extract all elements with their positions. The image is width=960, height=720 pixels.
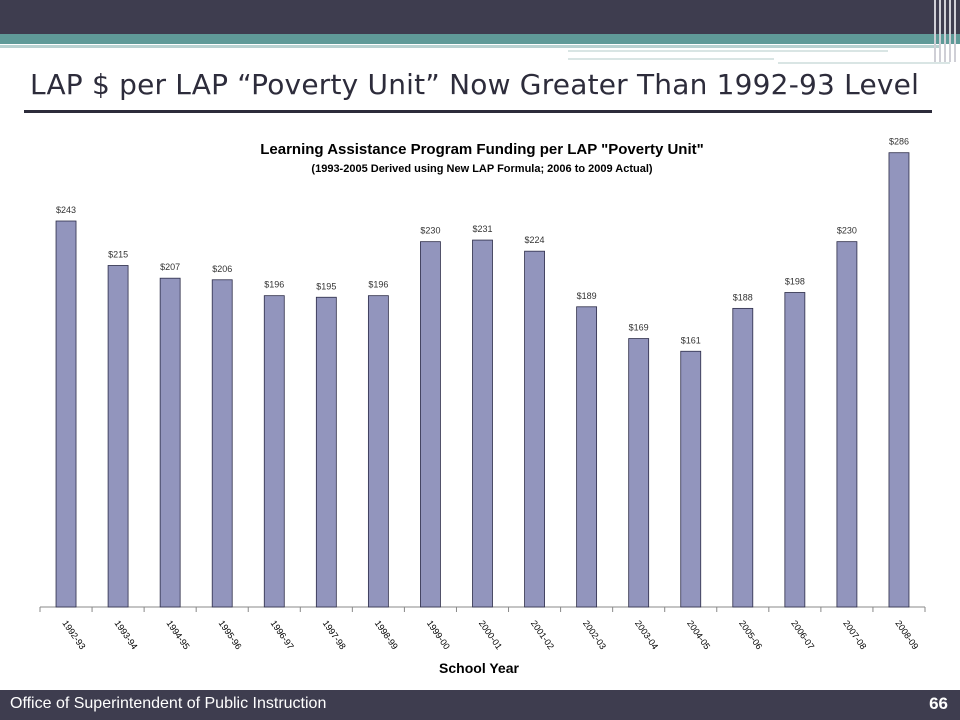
bar-2008-09 [888, 152, 910, 608]
bar-2001-02 [524, 250, 545, 608]
bar-2003-04 [628, 338, 650, 608]
data-label: $230 [420, 226, 440, 236]
bar-1994-95 [159, 277, 181, 608]
footer-text: Office of Superintendent of Public Instr… [10, 695, 327, 712]
data-label: $198 [785, 276, 805, 286]
bar-1997-98 [315, 296, 337, 608]
data-label: $206 [212, 264, 232, 274]
x-tick-label: 2005-06 [737, 618, 764, 651]
chart-title: Learning Assistance Program Funding per … [260, 141, 703, 158]
corner-decoration [932, 0, 960, 62]
accent-line [568, 50, 888, 52]
bar-2004-05 [680, 350, 702, 608]
plot-area: $243 1992-93 $215 1993-94 $207 1994-95 $206 199… [39, 137, 926, 651]
x-tick-label: 1992-93 [60, 618, 87, 651]
bar-1999-00 [420, 241, 441, 608]
x-axis-title: School Year [439, 660, 519, 676]
accent-line [0, 45, 940, 48]
footer-bar: Office of Superintendent of Public Instr… [0, 690, 960, 720]
x-tick-label: 1998-99 [373, 618, 400, 651]
data-label: $224 [525, 235, 545, 245]
x-tick-label: 2004-05 [685, 618, 712, 651]
data-label: $286 [889, 137, 909, 147]
page-number: 66 [929, 694, 948, 713]
data-label: $188 [733, 292, 753, 302]
x-tick-label: 2006-07 [789, 618, 816, 651]
accent-line [778, 62, 950, 64]
x-tick-label: 1993-94 [112, 618, 139, 651]
data-label: $230 [837, 226, 857, 236]
bar-2002-03 [576, 306, 598, 608]
bar-1996-97 [263, 295, 285, 608]
x-tick-label: 1997-98 [321, 618, 348, 651]
accent-band [0, 34, 960, 44]
data-label: $195 [316, 281, 336, 291]
x-tick-label: 1995-96 [217, 618, 244, 651]
x-tick-label: 1999-00 [425, 618, 452, 651]
bar-chart: Learning Assistance Program Funding per … [39, 137, 926, 676]
data-label: $169 [629, 323, 649, 333]
bar-1992-93 [55, 220, 77, 608]
data-label: $207 [160, 262, 180, 272]
x-tick-label: 2001-02 [529, 618, 556, 651]
data-label: $243 [56, 205, 76, 215]
x-tick-label: 1996-97 [269, 618, 296, 651]
bar-2005-06 [732, 307, 754, 608]
bar-2007-08 [836, 241, 858, 608]
bar-2006-07 [784, 292, 806, 608]
bar-2000-01 [472, 239, 493, 608]
data-label: $196 [368, 280, 388, 290]
bar-1995-96 [211, 279, 233, 608]
bar-1998-99 [367, 295, 389, 608]
data-label: $231 [472, 224, 492, 234]
title-underline [24, 110, 932, 113]
chart-subtitle: (1993-2005 Derived using New LAP Formula… [311, 163, 652, 175]
slide-title: LAP $ per LAP “Poverty Unit” Now Greater… [30, 68, 920, 101]
accent-line [568, 58, 774, 60]
x-tick-label: 2007-08 [841, 618, 868, 651]
x-tick-label: 1994-95 [165, 618, 192, 651]
x-tick-label: 2008-09 [893, 618, 920, 651]
data-label: $215 [108, 249, 128, 259]
data-label: $196 [264, 280, 284, 290]
data-label: $161 [681, 335, 701, 345]
x-tick-label: 2002-03 [581, 618, 608, 651]
x-tick-label: 2003-04 [633, 618, 660, 651]
top-bar [0, 0, 960, 34]
data-label: $189 [577, 291, 597, 301]
x-tick-label: 2000-01 [477, 618, 504, 651]
bar-1993-94 [107, 265, 129, 608]
